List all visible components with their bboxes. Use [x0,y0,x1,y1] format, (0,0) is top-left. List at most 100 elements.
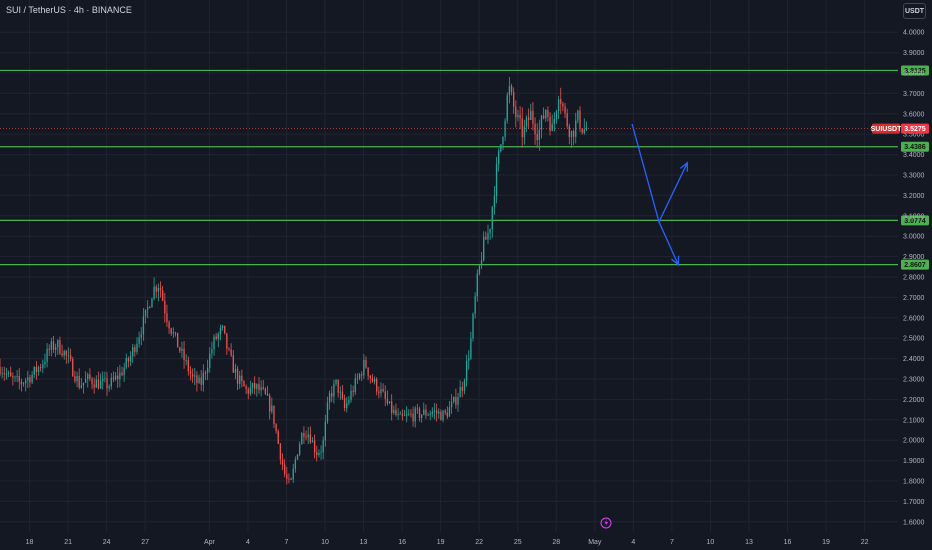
candle-body [468,358,470,361]
candle-body [373,378,376,382]
candle-body [384,391,386,399]
price-tick-label: 1.6000 [903,519,925,526]
candle-body [91,378,93,385]
event-icon[interactable] [600,517,612,529]
candle-body [5,373,8,375]
candle-body [346,403,348,409]
symbol-title: SUI / TetherUS · 4h · BINANCE [6,5,132,15]
candle-body [262,387,264,389]
candle-body [290,478,292,480]
candle-body [125,357,127,368]
candle-body [20,381,23,385]
candle-body [545,110,547,119]
candle-body [273,405,275,425]
candle-body [230,349,232,356]
candle-body [22,383,25,385]
candle-body [67,355,70,357]
candle-body [181,348,183,351]
candle-body [204,372,207,374]
candle-body [286,474,288,479]
candle-body [480,260,483,266]
candle-body [99,381,102,389]
candle-body [228,348,230,350]
candle-body [217,333,219,340]
time-tick-label: 13 [360,539,368,546]
candle-body [521,118,523,138]
candle-body [249,387,252,394]
candle-body [232,355,234,373]
candle-body [386,398,389,404]
candle-body [444,410,446,413]
candle-body [376,378,378,392]
candle-body [485,236,487,240]
candle-body [534,123,536,135]
candle-body [78,375,80,388]
price-tick-label: 4.0000 [903,30,925,37]
price-tick-label: 2.7000 [903,295,925,302]
price-tick-label: 3.8000 [903,71,925,78]
candle-body [457,397,459,405]
candle-body [194,375,196,377]
candle-body [48,348,50,350]
level-label-bg [901,65,929,76]
candle-body [420,414,423,418]
candle-body [65,350,68,356]
candle-body [568,126,570,138]
candle-body [519,114,521,119]
candle-body [112,377,115,380]
currency-button[interactable]: USDT [903,3,926,19]
candle-body [491,207,493,230]
candle-body [97,379,100,389]
candle-body [33,366,35,375]
candle-body [333,383,335,397]
candle-body [570,130,573,138]
candle-body [164,300,166,314]
candle-body [378,391,380,394]
candle-body [495,164,498,196]
candle-body [405,414,408,416]
candle-body [271,405,273,412]
time-tick-label: 24 [103,539,111,546]
projection-arrowhead-down [671,255,680,267]
candle-body [388,401,391,404]
time-tick-label: 4 [631,539,635,546]
candle-body [213,336,215,350]
candle-body [557,99,560,112]
price-tick-label: 3.2000 [903,193,925,200]
candle-body [187,360,190,372]
candle-body [54,347,57,350]
candle-body [288,478,290,480]
candle-body [399,413,401,415]
candle-body [508,85,511,96]
candle-body [37,367,40,372]
candle-body [82,382,85,386]
candle-body [104,378,106,380]
candle-body [435,410,438,414]
candle-body [350,390,352,401]
candle-body [536,134,538,141]
candle-body [382,389,384,392]
candle-body [108,386,110,389]
candle-body [260,387,262,391]
candle-body [93,384,95,388]
candle-body [307,434,309,438]
candle-body [322,440,324,453]
candle-body [102,378,104,382]
candle-body [16,375,18,377]
projection-arrows [631,123,688,267]
candle-body [211,349,213,354]
candle-body [292,468,294,480]
candle-body [489,229,491,234]
candle-body [309,434,312,443]
time-tick-label: 4 [246,539,250,546]
price-tick-label: 3.3000 [903,173,925,180]
candle-body [538,129,541,141]
candle-body [575,120,577,137]
candle-body [219,327,222,334]
candle-body [438,411,440,414]
candle-body [463,380,466,391]
candle-body [144,309,147,317]
candle-body [391,401,393,413]
price-tick-label: 2.4000 [903,356,925,363]
